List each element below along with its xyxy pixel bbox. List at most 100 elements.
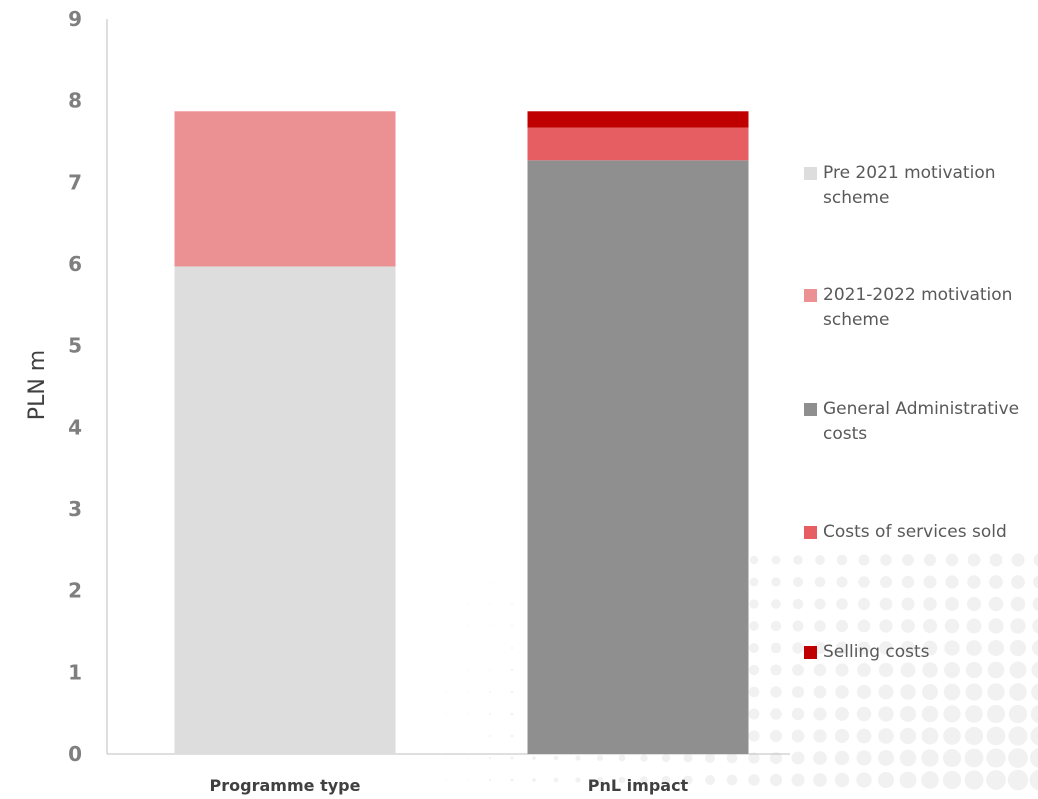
decor-dot bbox=[814, 598, 826, 610]
decor-dot bbox=[770, 642, 782, 654]
decor-dot bbox=[489, 647, 491, 649]
decor-dot bbox=[467, 735, 469, 737]
decor-dot bbox=[705, 775, 715, 785]
decor-dot bbox=[1010, 618, 1026, 634]
decor-dot bbox=[858, 554, 870, 566]
bar-segment bbox=[527, 111, 749, 128]
decor-dot bbox=[964, 770, 984, 790]
x-category-label: Programme type bbox=[210, 776, 361, 795]
decor-dot bbox=[488, 778, 492, 782]
decor-dot bbox=[945, 575, 959, 589]
decor-dot bbox=[661, 775, 671, 785]
decor-dot bbox=[445, 757, 447, 759]
decor-dot bbox=[989, 575, 1003, 589]
decor-dot bbox=[532, 756, 536, 760]
decor-dot bbox=[945, 553, 959, 567]
decor-dot bbox=[942, 770, 962, 790]
decor-dot bbox=[748, 730, 760, 742]
decor-dot bbox=[1031, 683, 1038, 701]
decor-dot bbox=[986, 748, 1006, 768]
y-tick-label: 1 bbox=[68, 660, 82, 684]
decor-dot bbox=[1031, 640, 1038, 656]
y-tick-label: 3 bbox=[68, 497, 82, 521]
decor-dot bbox=[510, 756, 514, 760]
y-tick-label: 2 bbox=[68, 579, 82, 603]
legend-item: Pre 2021 motivation scheme bbox=[804, 161, 1023, 211]
decor-dot bbox=[921, 705, 939, 723]
decor-dot bbox=[986, 726, 1006, 746]
decor-dot bbox=[834, 772, 850, 788]
decor-dot bbox=[791, 685, 805, 699]
decor-dot bbox=[770, 708, 782, 720]
decor-dot bbox=[467, 779, 469, 781]
decor-dot bbox=[1009, 683, 1027, 701]
decor-dot bbox=[856, 684, 872, 700]
decor-dot bbox=[944, 640, 960, 656]
decor-dot bbox=[640, 776, 648, 784]
y-axis-label: PLN m bbox=[25, 350, 50, 420]
decor-dot bbox=[618, 776, 626, 784]
decor-dot bbox=[771, 555, 781, 565]
decor-dot bbox=[967, 553, 981, 567]
decor-dot bbox=[921, 771, 939, 789]
decor-dot bbox=[834, 728, 850, 744]
decor-dot bbox=[836, 554, 848, 566]
decor-dot bbox=[857, 641, 871, 655]
decor-dot bbox=[467, 691, 469, 693]
decor-dot bbox=[792, 642, 804, 654]
decor-dot bbox=[877, 771, 895, 789]
decor-dot bbox=[856, 728, 872, 744]
decor-dot bbox=[661, 753, 671, 763]
legend-item: General Administrative costs bbox=[804, 397, 1023, 447]
decor-dot bbox=[1011, 575, 1025, 589]
decor-dot bbox=[791, 729, 805, 743]
decor-dot bbox=[966, 640, 982, 656]
decor-dot bbox=[834, 750, 850, 766]
decor-dot bbox=[966, 596, 982, 612]
decor-dot bbox=[835, 663, 849, 677]
decor-dot bbox=[988, 640, 1004, 656]
decor-dot bbox=[901, 619, 915, 633]
y-tick-label: 8 bbox=[68, 89, 82, 113]
decor-dot bbox=[467, 603, 469, 605]
decor-dot bbox=[986, 770, 1006, 790]
legend: Pre 2021 motivation scheme 2021-2022 moti… bbox=[804, 0, 1034, 799]
decor-dot bbox=[1009, 639, 1027, 657]
decor-dot bbox=[878, 706, 894, 722]
decor-dot bbox=[489, 603, 491, 605]
decor-dot bbox=[489, 735, 491, 737]
decor-dot bbox=[1009, 661, 1027, 679]
decor-dot bbox=[748, 642, 760, 654]
decor-dot bbox=[879, 575, 893, 589]
decor-dot bbox=[987, 661, 1005, 679]
decor-dot bbox=[683, 775, 693, 785]
decor-dot bbox=[770, 686, 782, 698]
decor-dot bbox=[899, 749, 917, 767]
decor-dot bbox=[1008, 704, 1028, 724]
bars bbox=[174, 111, 749, 755]
decor-dot bbox=[921, 749, 939, 767]
legend-label: 2021-2022 motivation scheme bbox=[823, 285, 1013, 330]
decor-dot bbox=[769, 773, 783, 787]
decor-dot bbox=[856, 750, 872, 766]
decor-dot bbox=[1030, 726, 1038, 746]
decor-dot bbox=[814, 576, 826, 588]
decor-dot bbox=[878, 750, 894, 766]
decor-dot bbox=[813, 751, 827, 765]
decor-dot bbox=[510, 778, 514, 782]
decor-dot bbox=[943, 705, 961, 723]
y-tick-label: 6 bbox=[68, 252, 82, 276]
decor-dot bbox=[793, 555, 803, 565]
decor-dot bbox=[1008, 748, 1028, 768]
decor-dot bbox=[1029, 748, 1038, 768]
decor-dot bbox=[749, 577, 759, 587]
decor-dot bbox=[489, 713, 491, 715]
decor-dot bbox=[791, 707, 805, 721]
decor-dot bbox=[900, 684, 916, 700]
decor-dot bbox=[467, 647, 469, 649]
decor-dot bbox=[749, 555, 759, 565]
x-axis-categories: Programme type PnL impact bbox=[210, 776, 689, 795]
decor-dot bbox=[944, 618, 960, 634]
decor-dot bbox=[467, 713, 469, 715]
decor-dot bbox=[921, 727, 939, 745]
